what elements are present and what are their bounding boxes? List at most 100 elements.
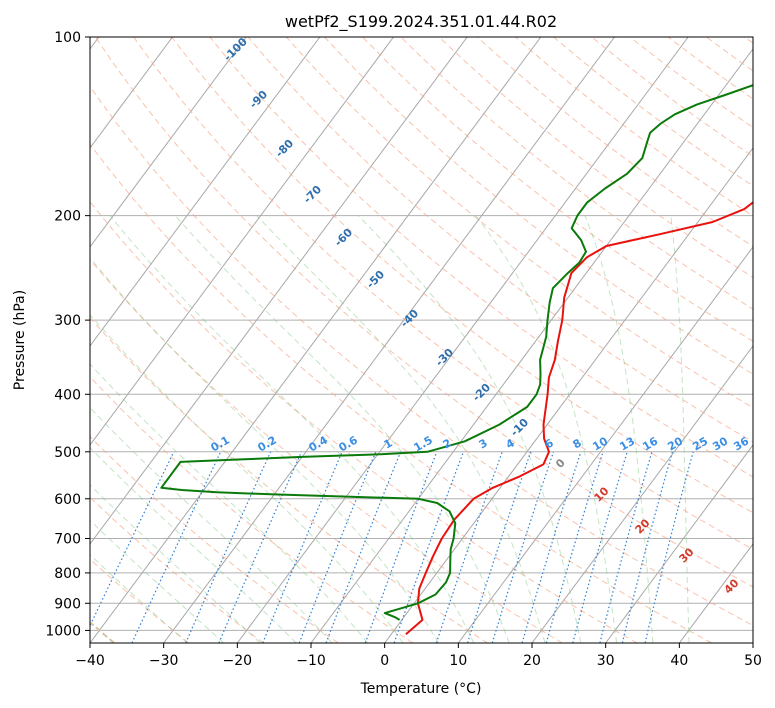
- y-tick-label: 200: [54, 209, 81, 225]
- dry-adiabat: [515, 37, 753, 217]
- x-tick-label: −20: [223, 653, 253, 669]
- isotherm-line: [605, 444, 753, 643]
- isotherm-line: [752, 642, 753, 643]
- isotherm-line: [90, 37, 468, 545]
- moist-adiabat: [174, 215, 510, 643]
- adiabat-label: -40: [398, 307, 421, 330]
- adiabat-label: -30: [433, 346, 456, 369]
- mixing-ratio-line: [262, 451, 343, 643]
- x-tick-label: 10: [449, 653, 467, 669]
- mixing-ratio-label: 13: [617, 435, 637, 454]
- mixing-ratio-line: [325, 451, 402, 643]
- moist-adiabat: [90, 519, 225, 643]
- mixing-ratio-line: [364, 451, 438, 643]
- x-tick-label: 50: [744, 653, 762, 669]
- isotherm-line: [90, 37, 173, 149]
- y-tick-label: 300: [54, 313, 81, 329]
- dry-adiabat: [285, 37, 753, 409]
- moist-adiabat-label: 30: [677, 545, 697, 565]
- x-tick-label: 40: [670, 653, 688, 669]
- adiabat-label: -60: [332, 226, 355, 249]
- dry-adiabat: [90, 143, 712, 643]
- dry-adiabat: [247, 37, 753, 443]
- dry-adiabat: [706, 37, 753, 72]
- mixing-ratio-label: 1: [382, 436, 395, 451]
- x-tick-label: −10: [296, 653, 326, 669]
- mixing-ratio-label: 3: [477, 436, 490, 451]
- mixing-ratio-line: [393, 451, 464, 643]
- y-tick-label: 800: [54, 566, 81, 582]
- adiabat-label: -50: [364, 268, 387, 291]
- moist-adiabat: [90, 407, 333, 643]
- mixing-ratio-line: [599, 451, 653, 643]
- y-tick-label: 1000: [45, 623, 81, 639]
- y-tick-label: 700: [54, 532, 81, 548]
- mixing-ratio-label: 20: [665, 434, 685, 453]
- mixing-ratio-label: 16: [640, 434, 660, 453]
- adiabat-label: -80: [273, 137, 296, 160]
- mixing-ratio-line: [298, 451, 377, 643]
- dry-adiabat: [324, 37, 753, 375]
- moist-adiabat-label: 40: [722, 576, 742, 596]
- mixing-ratio-label: 10: [590, 434, 610, 453]
- x-axis-label: Temperature (°C): [360, 681, 482, 697]
- dry-adiabat: [476, 37, 753, 247]
- y-tick-label: 600: [54, 492, 81, 508]
- moist-adiabat: [256, 215, 546, 643]
- dry-adiabat: [94, 37, 753, 588]
- background-lines: [90, 37, 753, 643]
- dry-adiabat: [171, 37, 753, 514]
- y-tick-label: 900: [54, 596, 81, 612]
- dry-adiabat: [90, 317, 488, 643]
- moist-adiabat: [90, 446, 297, 643]
- moist-adiabat-label: 0: [553, 456, 568, 471]
- dry-adiabat: [438, 37, 753, 278]
- dry-adiabat: [90, 376, 414, 643]
- adiabat-label: -70: [301, 183, 324, 206]
- moist-adiabat: [90, 484, 261, 643]
- isotherm-line: [90, 37, 542, 643]
- moist-adiabat: [109, 215, 475, 643]
- mixing-ratio-line: [644, 451, 694, 643]
- dry-adiabat: [90, 200, 638, 643]
- data-series: [160, 84, 753, 636]
- mixing-ratio-line: [90, 451, 175, 628]
- isotherm-line: [310, 48, 753, 643]
- axis-ticks: −40 −30 −20 −10 0 10 20 30 40 5010020030040050060…: [45, 30, 762, 669]
- isotherm-line: [90, 37, 394, 446]
- x-tick-label: 30: [597, 653, 615, 669]
- y-tick-label: 400: [54, 387, 81, 403]
- isotherm-line: [163, 37, 615, 643]
- x-tick-label: 20: [523, 653, 541, 669]
- mixing-ratio-label: 30: [710, 434, 730, 453]
- dewpoint-profile: [160, 84, 753, 621]
- chart-title: wetPf2_S199.2024.351.01.44.R02: [285, 12, 557, 32]
- mixing-ratio-line: [435, 451, 503, 643]
- dry-adiabat: [90, 85, 753, 627]
- mixing-ratio-line: [185, 451, 272, 643]
- mixing-ratio-line: [621, 451, 673, 643]
- x-tick-label: −30: [149, 653, 179, 669]
- mixing-ratio-line: [545, 451, 604, 643]
- dry-adiabat: [744, 37, 753, 44]
- moist-adiabat: [670, 215, 690, 643]
- adiabat-label: -100: [221, 35, 250, 64]
- mixing-ratio-line: [218, 451, 303, 643]
- mixing-ratio-label: 6: [543, 436, 556, 451]
- isotherm-line: [90, 37, 321, 347]
- isotherm-line: [236, 37, 689, 643]
- mixing-ratio-line: [572, 451, 628, 643]
- moist-adiabat: [90, 554, 188, 643]
- mixing-ratio-line: [466, 451, 532, 643]
- moist-adiabat: [584, 215, 654, 643]
- isotherm-line: [384, 147, 753, 643]
- x-tick-label: 0: [380, 653, 389, 669]
- adiabat-label: -10: [508, 416, 531, 439]
- mixing-ratio-line: [521, 451, 582, 643]
- mixing-ratio-label: 8: [571, 436, 584, 451]
- dry-adiabat: [209, 37, 753, 478]
- plot-frame: [89, 36, 754, 644]
- moist-adiabat: [475, 215, 618, 643]
- dry-adiabat: [362, 37, 753, 342]
